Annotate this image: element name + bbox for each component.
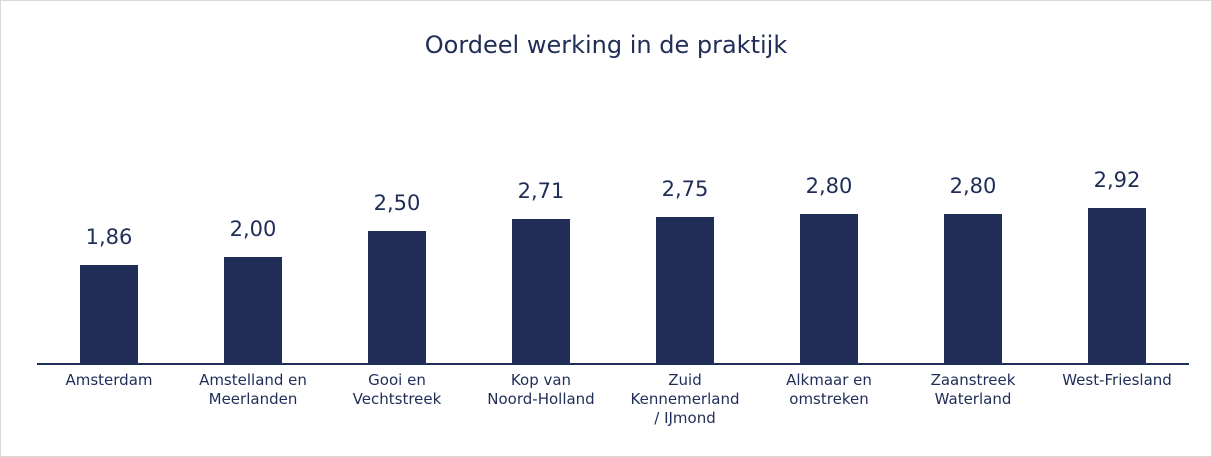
data-label: 2,80 [805, 174, 853, 199]
x-tick-label: Amsterdam [65, 371, 153, 389]
x-tick-label: Gooi en Vechtstreek [352, 371, 442, 408]
bar [512, 219, 570, 364]
bar [1088, 208, 1146, 364]
data-label: 2,92 [1093, 168, 1141, 193]
bar [944, 214, 1002, 364]
data-label: 2,71 [517, 179, 565, 204]
x-tick-label: Zuid Kennemerland / IJmond [630, 371, 740, 427]
x-tick-label: West-Friesland [1062, 371, 1172, 389]
bar [800, 214, 858, 364]
chart-title: Oordeel werking in de praktijk [424, 31, 788, 59]
x-tick-label: Zaanstreek Waterland [930, 371, 1016, 408]
bar [80, 264, 138, 364]
bar [656, 217, 714, 364]
x-tick-label: Kop van Noord-Holland [487, 371, 595, 408]
data-label: 2,75 [661, 177, 709, 202]
x-tick-label: Amstelland en Meerlanden [199, 371, 307, 408]
data-label: 2,50 [373, 190, 421, 215]
data-label: 2,80 [949, 174, 997, 199]
x-tick-label: Alkmaar en omstreken [786, 371, 872, 408]
data-label: 1,86 [85, 224, 133, 249]
bar [224, 257, 282, 364]
bar [368, 230, 426, 364]
data-label: 2,00 [229, 217, 277, 242]
x-axis-line [37, 363, 1189, 365]
